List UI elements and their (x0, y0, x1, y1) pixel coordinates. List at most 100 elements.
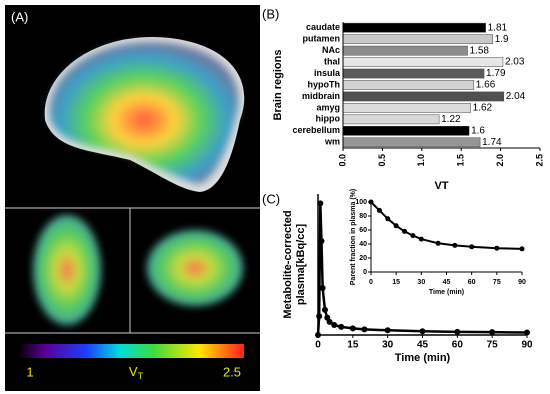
colorbar-min: 1 (26, 364, 33, 379)
y-tick-label: NAc (322, 45, 340, 55)
x-tick-label: 0.0 (337, 154, 347, 167)
bar (342, 34, 493, 45)
y-tick-label: putamen (302, 34, 340, 44)
data-point (331, 321, 338, 328)
x-tick-label: 0 (315, 340, 321, 351)
data-point (402, 228, 408, 234)
value-label: 1.79 (486, 68, 506, 79)
data-line (370, 201, 523, 250)
x-tick-label: 90 (518, 279, 526, 286)
bar (342, 125, 470, 136)
x-tick-label: 0 (369, 279, 373, 286)
value-label: 1.74 (482, 137, 502, 148)
data-point (454, 328, 461, 335)
colorbar-max: 2.5 (223, 364, 241, 379)
y-tick-label: 60 (359, 227, 367, 234)
data-point (338, 323, 345, 330)
y-tick-label: insula (314, 68, 341, 78)
data-point (316, 313, 323, 320)
x-tick-label: 30 (382, 340, 394, 351)
panel-label: (A) (11, 9, 28, 24)
value-label: 1.6 (471, 125, 485, 136)
data-point (326, 318, 333, 325)
data-point (524, 329, 530, 336)
x-tick-label: 45 (417, 340, 429, 351)
x-tick-label: 1.5 (456, 154, 466, 167)
bar (342, 22, 486, 33)
x-tick-label: 60 (452, 340, 464, 351)
y-tick-label: hypoTh (308, 79, 341, 89)
x-tick-label: 30 (417, 279, 425, 286)
bar (342, 68, 485, 79)
data-point (317, 200, 324, 207)
data-point (489, 329, 496, 336)
y-axis-label: Metabolite-corrected (282, 210, 294, 318)
y-tick-label: thal (324, 56, 340, 66)
bar (342, 137, 481, 148)
data-point (376, 207, 382, 213)
colorbar-label-sub: T (138, 371, 144, 381)
y-tick-label: cerebellum (292, 125, 340, 135)
y-tick-label: 100 (355, 199, 367, 206)
brain-sagittal (49, 42, 239, 184)
bar (342, 57, 504, 67)
data-point (385, 216, 391, 222)
value-label: 1.66 (476, 80, 496, 91)
data-point (410, 233, 416, 239)
y-tick-label: hippo (316, 114, 341, 124)
value-label: 1.9 (495, 34, 509, 45)
x-tick-label: 2.5 (534, 154, 544, 167)
y-tick-label: 40 (359, 241, 367, 248)
bar (342, 80, 475, 90)
value-label: 2.04 (506, 91, 526, 102)
data-point (315, 332, 321, 338)
data-point (368, 199, 374, 205)
panel-label: (B) (262, 6, 279, 21)
x-tick-label: 60 (468, 279, 476, 286)
data-point (494, 245, 500, 251)
data-point (418, 236, 424, 242)
data-point (452, 242, 458, 248)
y-tick-label: 80 (359, 213, 367, 220)
value-label: 1.62 (473, 103, 493, 114)
data-point (393, 223, 399, 229)
x-axis-label: VT (434, 180, 448, 192)
panel-label: (C) (262, 191, 280, 206)
y-tick-label: caudate (306, 22, 340, 32)
x-tick-label: 90 (521, 340, 533, 351)
bar (342, 45, 468, 56)
x-tick-label: 45 (443, 279, 451, 286)
x-tick-label: 0.5 (377, 154, 387, 167)
value-label: 1.58 (470, 45, 490, 56)
x-tick-label: 75 (487, 340, 499, 351)
data-point (318, 238, 325, 244)
data-point (349, 325, 356, 332)
brain-axial (33, 215, 101, 325)
value-label: 1.22 (441, 114, 461, 125)
y-tick-label: midbrain (302, 91, 340, 101)
bar (342, 114, 440, 125)
y-tick-label: 20 (359, 255, 367, 262)
colorbar (18, 344, 244, 358)
data-point (321, 306, 328, 313)
bar (342, 103, 471, 113)
x-tick-label: 2.0 (495, 154, 505, 167)
y-tick-label: wm (324, 137, 340, 147)
panel-a: (A) 1 VT 2.5 (5, 5, 260, 391)
value-label: 1.81 (488, 22, 508, 33)
data-point (361, 326, 368, 333)
colorbar-label: VT (129, 364, 144, 381)
x-tick-label: 15 (347, 340, 359, 351)
data-point (435, 240, 441, 246)
value-label: 2.03 (505, 57, 525, 68)
colorbar-label-main: V (129, 364, 138, 379)
bar (342, 91, 505, 102)
y-tick-label: amyg (316, 102, 340, 112)
data-point (519, 246, 525, 252)
x-axis-label: Time (min) (429, 289, 464, 296)
data-point (469, 244, 475, 250)
data-point (319, 285, 326, 291)
y-axis-label: Parent fraction in plasma (%) (350, 189, 357, 285)
